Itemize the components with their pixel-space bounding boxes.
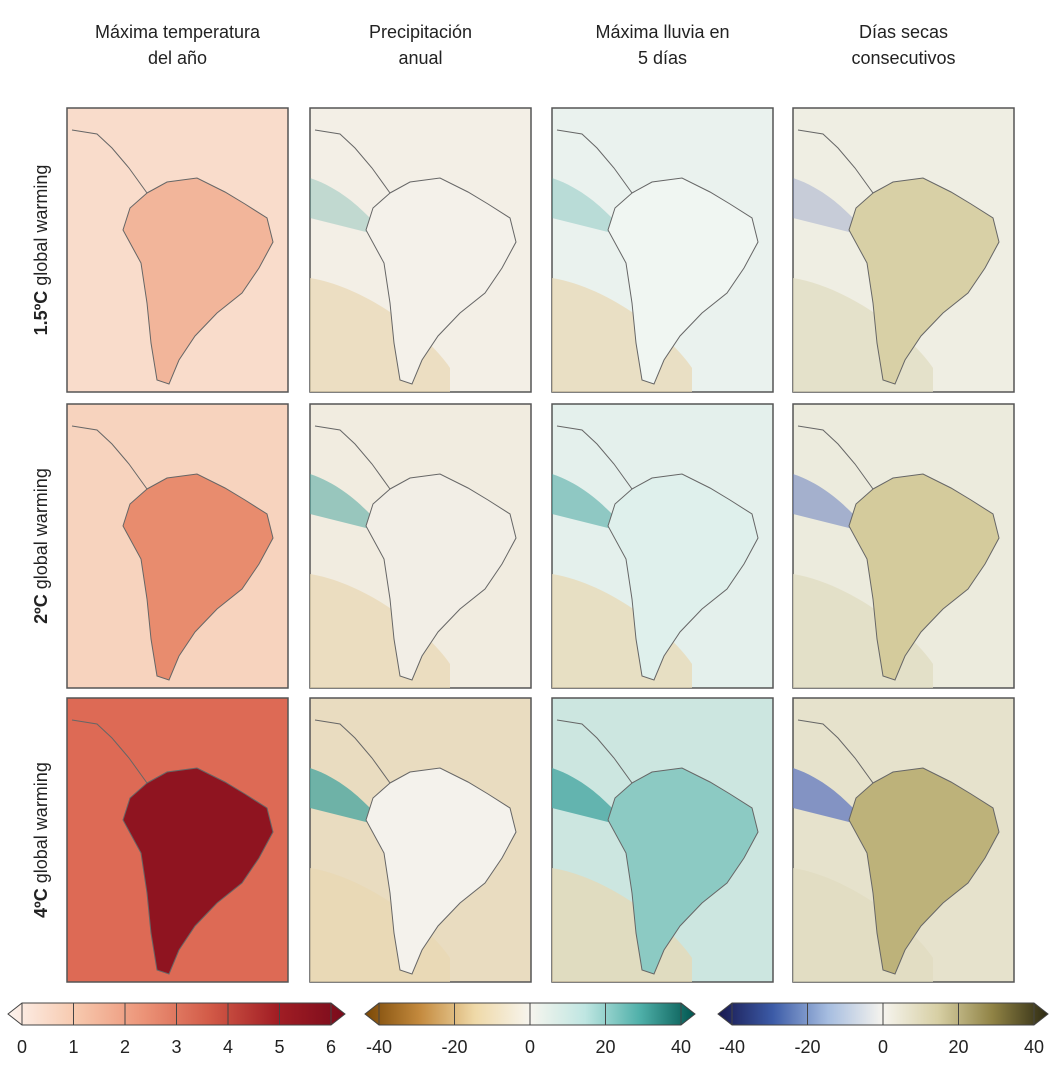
- row-label-text: global warming: [31, 165, 51, 286]
- column-title: Máxima lluvia en: [595, 22, 729, 42]
- column-title: Máxima temperatura: [95, 22, 261, 42]
- colorbar-tick-label: -40: [366, 1037, 392, 1057]
- colorbar-tick-label: 0: [525, 1037, 535, 1057]
- row-label-text: global warming: [31, 468, 51, 589]
- row-label: 4ºC global warming: [31, 762, 51, 918]
- column-title: anual: [398, 48, 442, 68]
- row-label-bold: 4ºC: [31, 888, 51, 918]
- map-panel: [552, 698, 773, 982]
- column-title: consecutivos: [851, 48, 955, 68]
- column-title: del año: [148, 48, 207, 68]
- row-label-bold: 2ºC: [31, 594, 51, 624]
- colorbar-tick-label: 0: [878, 1037, 888, 1057]
- colorbar-tick-label: -40: [719, 1037, 745, 1057]
- map-panel: [67, 404, 288, 688]
- colorbar-tick-label: 2: [120, 1037, 130, 1057]
- column-title: Días secas: [859, 22, 948, 42]
- colorbar-tick-label: 20: [948, 1037, 968, 1057]
- colorbar-tick-label: 6: [326, 1037, 336, 1057]
- map-panel: [310, 698, 531, 982]
- colorbar-tick-label: -20: [794, 1037, 820, 1057]
- row-label: 1.5ºC global warming: [31, 165, 51, 336]
- map-panel: [793, 698, 1014, 982]
- colorbar-tick-label: -20: [441, 1037, 467, 1057]
- map-panel: [552, 108, 773, 392]
- colorbar-tick-label: 5: [274, 1037, 284, 1057]
- map-panel: [67, 698, 288, 982]
- colorbar-tick-label: 40: [1024, 1037, 1044, 1057]
- map-panel: [310, 108, 531, 392]
- map-panel: [310, 404, 531, 688]
- colorbar-tick-label: 3: [171, 1037, 181, 1057]
- figure: Máxima temperatura del año Precipitación an…: [0, 0, 1053, 1060]
- column-title: Precipitación: [369, 22, 472, 42]
- row-label-text: global warming: [31, 762, 51, 883]
- column-title: 5 días: [638, 48, 687, 68]
- map-panel: [793, 404, 1014, 688]
- colorbar-tick-label: 1: [68, 1037, 78, 1057]
- map-panel: [552, 404, 773, 688]
- colorbar-tick-label: 20: [595, 1037, 615, 1057]
- map-panel: [793, 108, 1014, 392]
- row-label: 2ºC global warming: [31, 468, 51, 624]
- map-panel: [67, 108, 288, 392]
- row-label-bold: 1.5ºC: [31, 291, 51, 336]
- colorbar-tick-label: 0: [17, 1037, 27, 1057]
- colorbar-tick-label: 40: [671, 1037, 691, 1057]
- colorbar-tick-label: 4: [223, 1037, 233, 1057]
